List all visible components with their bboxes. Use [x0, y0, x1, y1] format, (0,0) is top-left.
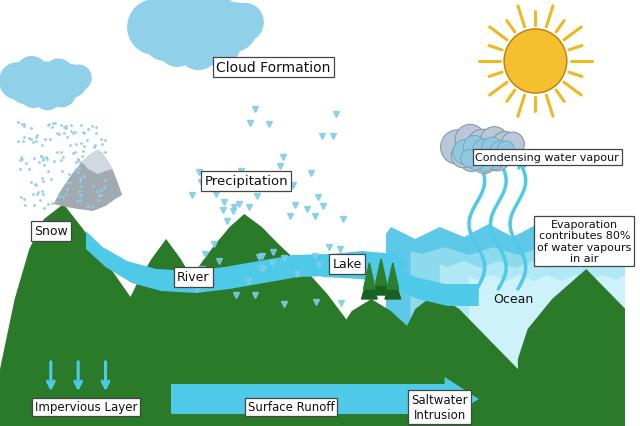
Polygon shape [440, 262, 625, 426]
Circle shape [191, 0, 238, 42]
Circle shape [490, 141, 512, 164]
Circle shape [43, 59, 74, 92]
Text: Saltwater
Intrusion: Saltwater Intrusion [412, 393, 468, 421]
Circle shape [226, 4, 264, 43]
Text: Lake: Lake [332, 258, 362, 271]
Polygon shape [410, 248, 625, 426]
Circle shape [455, 125, 485, 156]
Circle shape [471, 147, 497, 174]
Text: Cloud Formation: Cloud Formation [216, 61, 331, 75]
Circle shape [467, 130, 499, 162]
Polygon shape [362, 273, 377, 299]
Circle shape [461, 150, 478, 168]
Circle shape [497, 142, 515, 159]
Polygon shape [375, 259, 387, 285]
Polygon shape [385, 273, 401, 299]
Circle shape [459, 147, 484, 172]
Polygon shape [171, 377, 479, 421]
Circle shape [209, 3, 258, 53]
Polygon shape [311, 251, 406, 279]
Circle shape [28, 62, 63, 98]
Polygon shape [364, 263, 375, 289]
Circle shape [484, 150, 504, 170]
Text: Surface Runoff: Surface Runoff [248, 400, 335, 414]
Circle shape [127, 0, 182, 56]
Circle shape [19, 81, 47, 109]
Circle shape [66, 66, 92, 92]
Circle shape [54, 65, 88, 99]
Circle shape [177, 28, 220, 71]
Polygon shape [386, 225, 625, 426]
Text: Impervious Layer: Impervious Layer [35, 400, 137, 414]
Text: Condensing water vapour: Condensing water vapour [476, 153, 619, 163]
Circle shape [453, 140, 477, 165]
Polygon shape [86, 231, 479, 306]
Circle shape [170, 0, 222, 52]
Polygon shape [127, 215, 410, 426]
Text: Evaporation
contributes 80%
of water vapours
in air: Evaporation contributes 80% of water vap… [537, 219, 632, 264]
Circle shape [47, 78, 76, 108]
Circle shape [484, 144, 511, 171]
Circle shape [33, 81, 62, 111]
Circle shape [490, 132, 520, 163]
Text: Ocean: Ocean [493, 293, 533, 306]
Polygon shape [518, 269, 625, 426]
Polygon shape [54, 151, 122, 211]
Polygon shape [113, 239, 284, 426]
Text: River: River [177, 271, 210, 284]
Circle shape [472, 140, 495, 164]
Polygon shape [82, 151, 113, 175]
Circle shape [482, 138, 503, 159]
Circle shape [150, 0, 200, 41]
Circle shape [467, 152, 485, 171]
Circle shape [15, 57, 49, 91]
Circle shape [145, 23, 183, 62]
Circle shape [476, 153, 495, 172]
Polygon shape [0, 204, 210, 426]
Circle shape [157, 26, 198, 68]
Polygon shape [391, 294, 547, 426]
Polygon shape [373, 269, 389, 295]
Circle shape [504, 30, 567, 94]
Circle shape [11, 78, 36, 105]
Circle shape [463, 136, 486, 158]
Circle shape [0, 63, 36, 101]
Circle shape [198, 22, 241, 67]
Polygon shape [323, 299, 469, 426]
Circle shape [480, 127, 508, 156]
Polygon shape [469, 275, 625, 426]
Text: Precipitation: Precipitation [204, 175, 288, 188]
Circle shape [451, 144, 475, 168]
Circle shape [440, 131, 474, 165]
Circle shape [501, 133, 524, 157]
Polygon shape [387, 263, 399, 289]
Text: Snow: Snow [34, 225, 68, 238]
